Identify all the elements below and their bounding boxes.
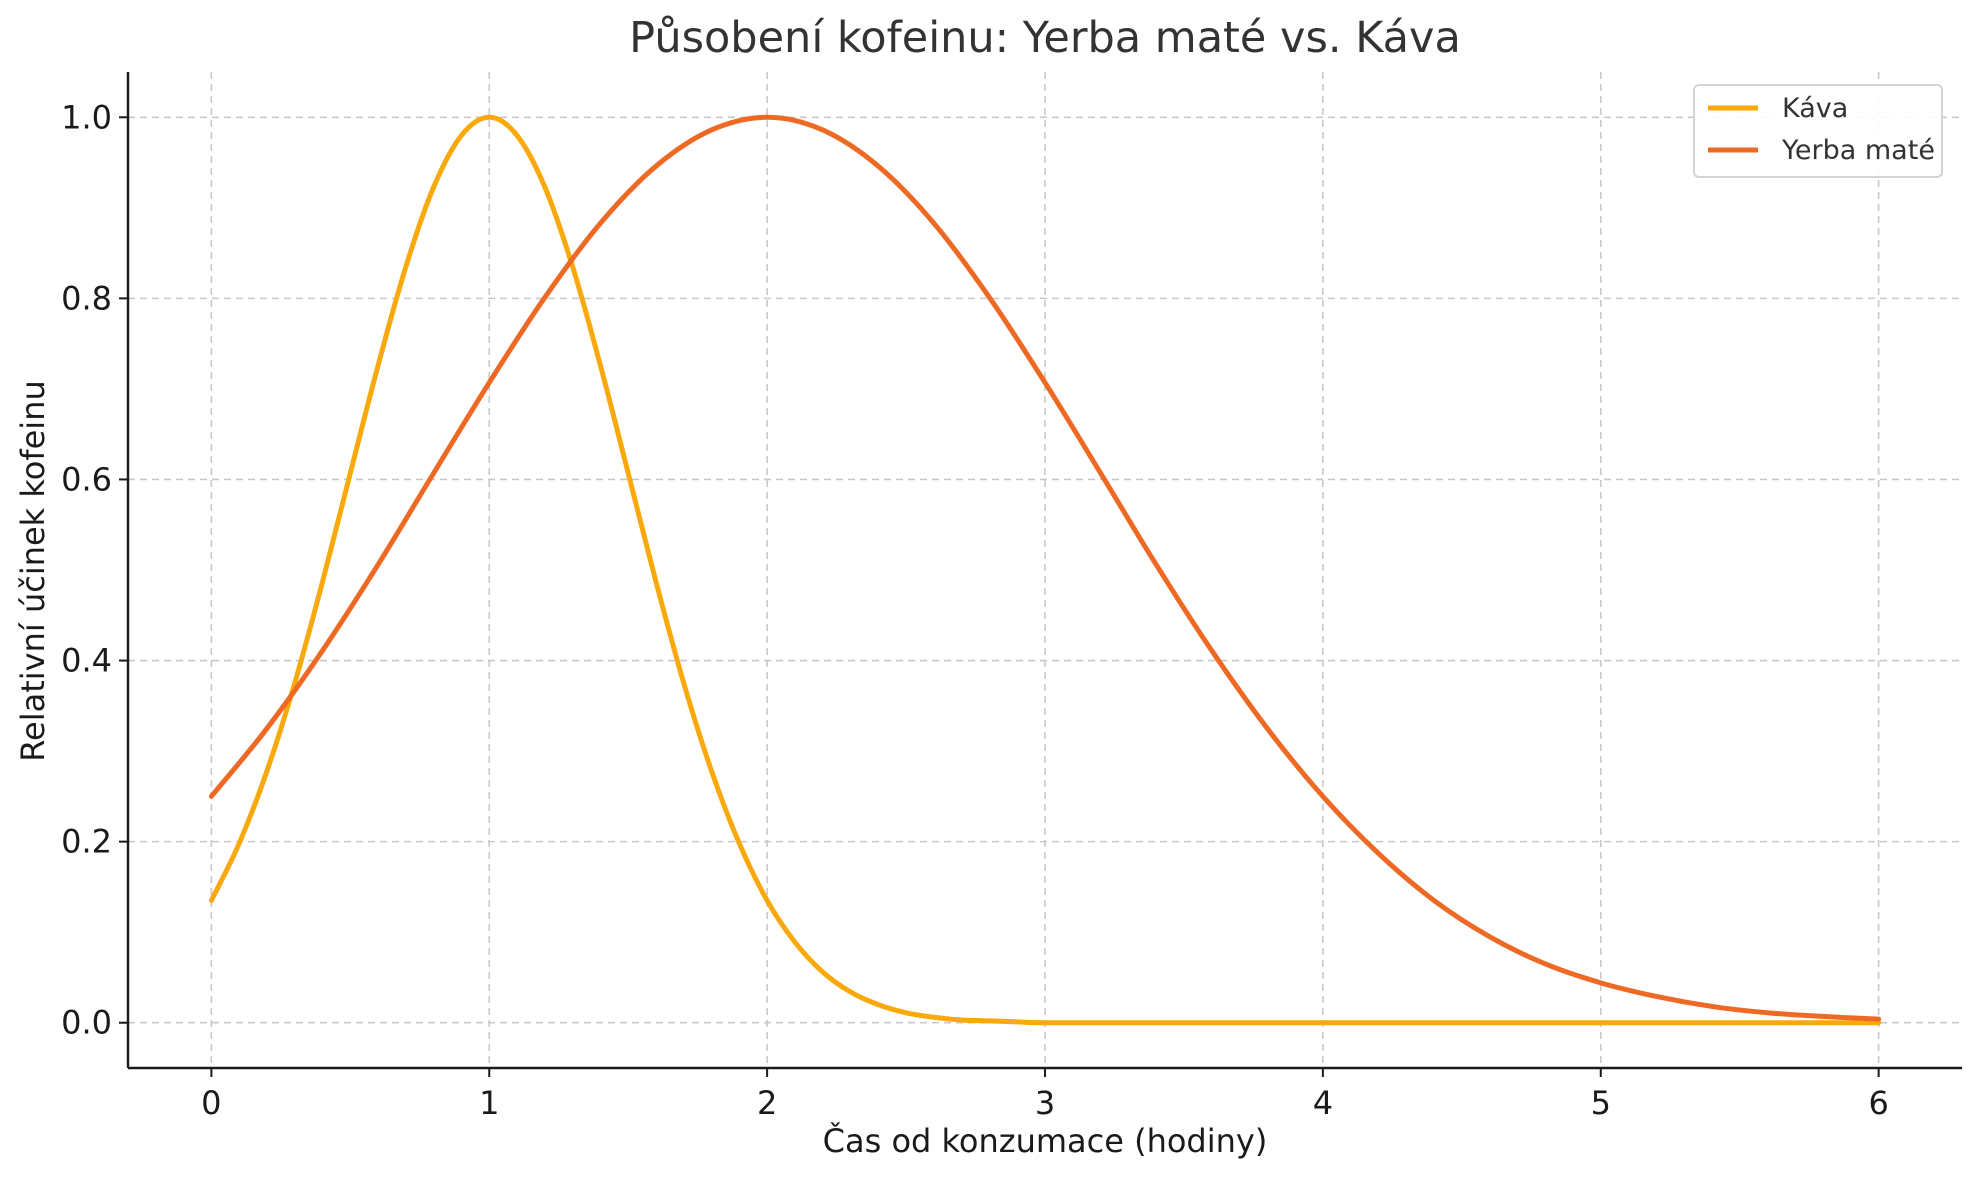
y-tick-label-0.6: 0.6: [61, 460, 112, 498]
x-tick-label-4: 4: [1313, 1084, 1333, 1122]
chart-title: Působení kofeinu: Yerba maté vs. Káva: [629, 13, 1461, 63]
y-tick-label-0.2: 0.2: [61, 823, 112, 861]
y-tick-label-0.8: 0.8: [61, 279, 112, 317]
x-axis-label: Čas od konzumace (hodiny): [823, 1121, 1268, 1160]
y-tick-label-0.0: 0.0: [61, 1004, 112, 1042]
x-tick-label-0: 0: [201, 1084, 221, 1122]
x-tick-label-2: 2: [757, 1084, 777, 1122]
x-tick-label-5: 5: [1591, 1084, 1611, 1122]
x-tick-label-6: 6: [1868, 1084, 1888, 1122]
series-line-yerba-mate: [208, 114, 1882, 1022]
y-tick-label-0.4: 0.4: [61, 642, 112, 680]
y-axis-label: Relativní účinek kofeinu: [14, 380, 52, 762]
series-line-kava: [208, 114, 1882, 1026]
legend: Káva Yerba maté: [1693, 84, 1943, 178]
x-tick-label-3: 3: [1035, 1084, 1055, 1122]
y-tick-label-1.0: 1.0: [61, 98, 112, 136]
legend-label-kava: Káva: [1782, 93, 1848, 124]
legend-label-yerba-mate: Yerba maté: [1781, 135, 1935, 166]
ticks: 0 1 2 3 4 5 6 0.0 0.2 0.4 0.6 0.8 1.0: [61, 98, 1889, 1122]
grid: [128, 72, 1962, 1068]
x-tick-label-1: 1: [479, 1084, 499, 1122]
series-layer: [208, 114, 1882, 1026]
